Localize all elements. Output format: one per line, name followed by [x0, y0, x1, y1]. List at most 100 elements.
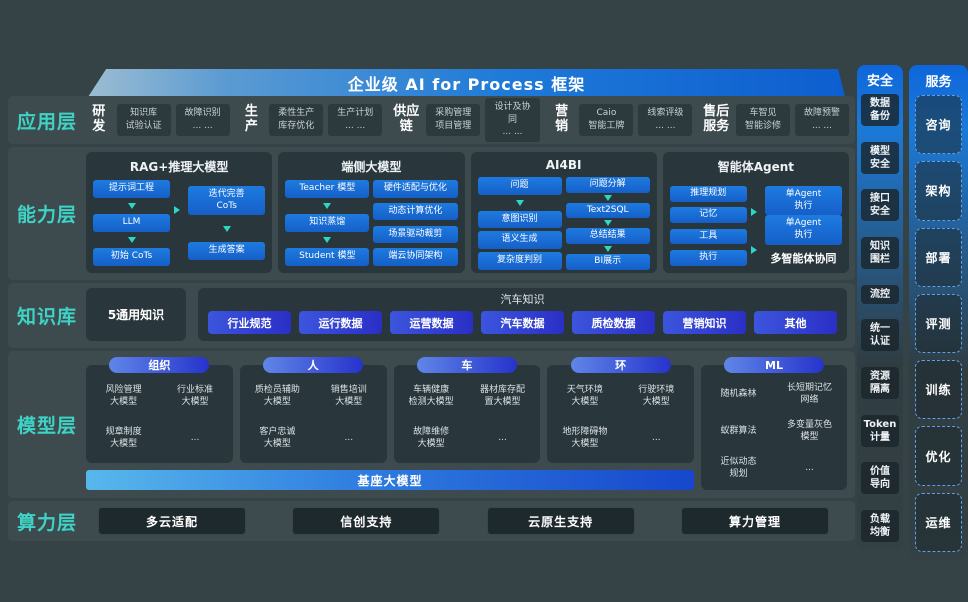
box-title: 端侧大模型: [341, 160, 402, 174]
app-group-name: 营销: [555, 104, 569, 134]
arrow-right-icon: [750, 208, 757, 216]
security-item: 数据 备份: [861, 94, 899, 126]
app-cell: 线索评级 ... ...: [638, 104, 693, 136]
box-title: RAG+推理大模型: [129, 160, 229, 174]
stack-node: 执行: [669, 250, 747, 266]
stack-node: 动态计算优化: [373, 202, 458, 221]
compute-item: 多云适配: [98, 507, 246, 535]
service-item: 评测: [915, 293, 962, 354]
service-item: 训练: [915, 360, 962, 420]
flow-node: 初始 CoTs: [93, 248, 171, 266]
model-item: 器材库存配 置大模型: [480, 385, 526, 407]
layer-label-application: 应用层: [16, 110, 77, 133]
model-item: ...: [652, 433, 661, 444]
model-item: 随机森林: [720, 388, 757, 399]
model-item: ...: [190, 433, 200, 444]
arrow-down-icon: [127, 237, 136, 244]
stack-node: 工具: [669, 228, 747, 245]
model-column-ml: ML 随机森林 长短期记忆 网络 蚁群算法 多变量灰色 模型 近似动态 规划 .…: [701, 357, 847, 490]
model-item: ...: [498, 433, 507, 444]
service-panel-items: 咨询 架构 部署 评测 训练 优化 运维: [915, 95, 962, 552]
layer-label-model: 模型层: [16, 415, 77, 437]
arrow-down-icon: [127, 202, 136, 209]
app-cell: 设计及协同 ... ...: [485, 98, 540, 142]
security-item: 接口 安全: [861, 189, 899, 222]
security-panel-items: 数据 备份 模型 安全 接口 安全 知识 围栏 流控 统一 认证 资源 隔离 T…: [861, 94, 899, 542]
application-layer-band: 应用层 研发 知识库 试验认证 故障识别 ... ... 生产 柔性生产 库存优…: [8, 96, 855, 144]
model-item: 行驶环境 大模型: [638, 385, 675, 407]
arrow-right-icon: [750, 246, 757, 254]
model-item: 近似动态 规划: [720, 456, 757, 479]
model-column-environment: 环 天气环境 大模型 行驶环境 大模型 地形障碍物 大模型 ...: [547, 357, 694, 463]
rag-left-flow: 提示词工程 LLM 初始 CoTs: [93, 180, 171, 266]
knowledge-pill: 营销知识: [663, 311, 746, 334]
banner: 企业级 AI for Process 框架: [88, 69, 845, 97]
agent-exec-node: 单Agent 执行: [764, 186, 842, 216]
auto-knowledge-title: 汽车知识: [500, 293, 545, 306]
security-item: 价值 导向: [861, 462, 899, 495]
model-item: 客户忠诚 大模型: [259, 427, 296, 449]
flow-node: 生成答案: [188, 242, 266, 260]
knowledge-pill: 运营数据: [390, 311, 473, 334]
app-group-rd: 研发 知识库 试验认证 故障识别 ... ...: [86, 104, 230, 136]
service-item: 咨询: [915, 95, 962, 155]
rag-right-flow: 迭代完善 CoTs 生成答案: [188, 180, 266, 266]
knowledge-pill: 汽车数据: [481, 311, 564, 334]
app-group-aftersales: 售后服务 车智见 智能诊修 故障预警 ... ...: [701, 104, 849, 136]
app-group-production: 生产 柔性生产 库存优化 生产计划 ... ...: [239, 104, 383, 136]
knowledge-pill-row: 行业规范 运行数据 运营数据 汽车数据 质检数据 营销知识 其他: [208, 311, 837, 334]
app-cell: 柔性生产 库存优化: [269, 104, 324, 136]
model-column-vehicle: 车 车辆健康 检测大模型 器材库存配 置大模型 故障维修 大模型 ...: [393, 357, 541, 463]
compute-item: 信创支持: [292, 507, 441, 535]
model-column-people: 人 质检员辅助 大模型 销售培训 大模型 客户忠诚 大模型 ...: [239, 357, 387, 463]
model-item: 天气环境 大模型: [566, 385, 603, 407]
security-panel-header: 安全: [866, 74, 893, 89]
compute-layer-content: 多云适配 信创支持 云原生支持 算力管理: [86, 501, 855, 541]
compute-item: 算力管理: [680, 507, 829, 535]
edge-right-stack: 硬件适配与优化 动态计算优化 场景驱动裁剪 端云协同架构: [373, 180, 458, 266]
knowledge-pill: 质检数据: [572, 311, 655, 334]
flow-node: 迭代完善 CoTs: [188, 186, 266, 216]
model-column-header: 车: [416, 357, 517, 373]
model-item: 多变量灰色 模型: [786, 419, 832, 442]
ai4bi-box: AI4BI 问题 意图识别 语义生成 复杂度判别 问题分解 Text2SQL: [470, 152, 657, 273]
model-item: 长短期记忆 网络: [786, 382, 832, 405]
app-cell: 故障预警 ... ...: [795, 104, 849, 136]
box-title: AI4BI: [545, 158, 582, 172]
flow-node: LLM: [93, 214, 171, 232]
flow-node: Student 模型: [285, 248, 370, 266]
knowledge-layer-band: 知识库 5通用知识 汽车知识 行业规范 运行数据 运营数据 汽车数据 质检数据 …: [8, 283, 855, 348]
security-item: 知识 围栏: [861, 236, 899, 269]
flow-node: 复杂度判别: [477, 252, 562, 270]
service-item: 优化: [915, 426, 962, 486]
app-cell: 车智见 智能诊修: [736, 104, 790, 136]
security-item: 流控: [861, 284, 899, 304]
security-item: 统一 认证: [861, 319, 899, 352]
model-column-org: 组织 风险管理 大模型 行业标准 大模型 规章制度 大模型 ...: [86, 357, 233, 463]
model-column-header: 环: [570, 357, 671, 373]
app-group-name: 生产: [244, 104, 258, 134]
app-group-supply-chain: 供应链 采购管理 项目管理 设计及协同 ... ...: [391, 98, 540, 142]
app-cell: 故障识别 ... ...: [175, 104, 230, 136]
compute-item: 云原生支持: [486, 507, 635, 535]
capability-layer-content: RAG+推理大模型 提示词工程 LLM 初始 CoTs 迭代完善 CoTs: [86, 147, 855, 280]
layer-label-capability: 能力层: [16, 204, 77, 226]
app-cell: Caio 智能工牌: [579, 104, 634, 136]
knowledge-layer-content: 5通用知识 汽车知识 行业规范 运行数据 运营数据 汽车数据 质检数据 营销知识…: [86, 283, 855, 348]
security-item: Token 计量: [861, 414, 899, 447]
multi-agent-caption: 多智能体协同: [770, 251, 837, 265]
model-item: 蚁群算法: [720, 425, 757, 436]
agent-exec-node: 单Agent 执行: [764, 215, 842, 245]
flow-node: Teacher 模型: [285, 180, 370, 198]
ai4bi-right-flow: 问题分解 Text2SQL 总结结果 BI展示: [565, 177, 650, 270]
compute-layer-band: 算力层 多云适配 信创支持 云原生支持 算力管理: [8, 501, 855, 541]
flow-node: BI展示: [565, 254, 650, 270]
security-item: 负载 均衡: [861, 509, 899, 542]
flow-node: 提示词工程: [93, 180, 171, 198]
model-column-header: 组织: [109, 357, 210, 373]
banner-title: 企业级 AI for Process 框架: [347, 75, 586, 94]
flow-node: Text2SQL: [565, 202, 650, 219]
box-title: 智能体Agent: [717, 160, 795, 174]
general-knowledge-box: 5通用知识: [86, 288, 186, 341]
model-layer-band: 模型层 组织 风险管理 大模型 行业标准 大模型 规章制度 大模型 ... 人: [8, 351, 855, 498]
